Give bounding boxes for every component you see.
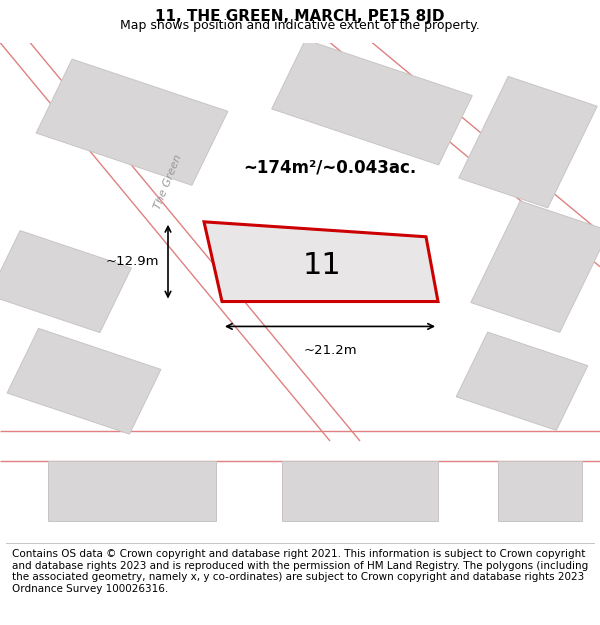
Polygon shape (7, 328, 161, 434)
Polygon shape (36, 59, 228, 185)
Polygon shape (272, 39, 472, 165)
Text: 11: 11 (303, 251, 342, 280)
Text: ~21.2m: ~21.2m (303, 344, 357, 357)
Polygon shape (48, 461, 216, 521)
Text: Map shows position and indicative extent of the property.: Map shows position and indicative extent… (120, 19, 480, 32)
Polygon shape (456, 332, 588, 431)
Text: The Green: The Green (152, 153, 184, 211)
Polygon shape (204, 222, 438, 301)
Polygon shape (471, 201, 600, 332)
Text: Contains OS data © Crown copyright and database right 2021. This information is : Contains OS data © Crown copyright and d… (12, 549, 588, 594)
Polygon shape (459, 76, 597, 208)
Text: ~12.9m: ~12.9m (106, 255, 159, 268)
Polygon shape (498, 461, 582, 521)
Polygon shape (282, 461, 438, 521)
Text: 11, THE GREEN, MARCH, PE15 8JD: 11, THE GREEN, MARCH, PE15 8JD (155, 9, 445, 24)
Polygon shape (0, 231, 131, 332)
Text: ~174m²/~0.043ac.: ~174m²/~0.043ac. (244, 158, 416, 176)
